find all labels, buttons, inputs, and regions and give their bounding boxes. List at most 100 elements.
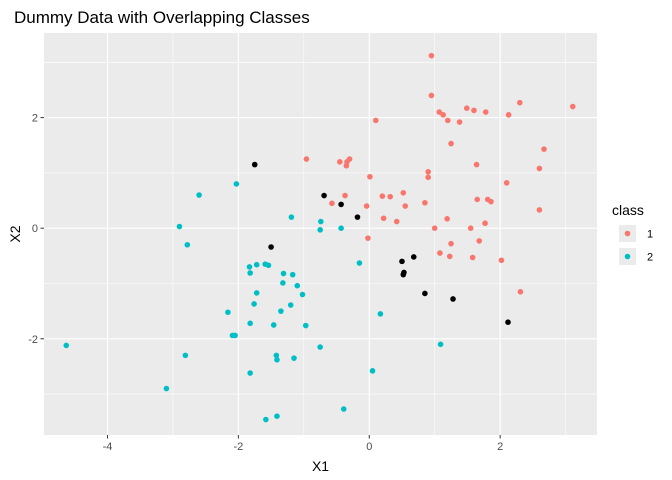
data-point-series-3 — [399, 258, 405, 265]
data-point-series-2 — [251, 301, 257, 307]
data-point-series-1 — [469, 254, 476, 261]
legend-label-2: 2 — [647, 252, 653, 264]
data-point-series-1 — [448, 240, 454, 247]
data-point-series-1 — [367, 173, 373, 180]
data-point-series-2 — [270, 322, 277, 328]
data-point-series-3 — [410, 254, 417, 260]
data-point-series-2 — [437, 341, 444, 348]
data-point-series-1 — [303, 156, 310, 162]
minor-gridlines — [44, 33, 597, 435]
data-point-series-2 — [317, 344, 323, 350]
data-point-series-1 — [431, 225, 438, 231]
data-point-series-1 — [444, 117, 451, 124]
data-point-series-2 — [317, 227, 323, 233]
data-point-series-1 — [440, 112, 447, 118]
data-point-series-3 — [422, 290, 428, 297]
data-point-series-3 — [400, 271, 407, 278]
data-point-series-2 — [299, 291, 306, 298]
data-point-series-1 — [541, 146, 547, 152]
x-tick-label: 0 — [366, 441, 372, 453]
data-point-series-2 — [176, 223, 183, 230]
data-point-series-1 — [498, 257, 505, 264]
data-point-series-1 — [337, 159, 343, 165]
data-point-series-1 — [505, 112, 512, 118]
legend-key-2 — [624, 253, 631, 260]
data-point-series-1 — [482, 220, 488, 227]
data-point-series-1 — [373, 117, 379, 124]
data-point-series-1 — [379, 193, 386, 199]
data-point-series-2 — [184, 241, 191, 248]
data-point-series-1 — [329, 200, 335, 207]
data-point-series-1 — [476, 238, 483, 244]
data-point-series-1 — [446, 253, 453, 260]
data-point-series-1 — [463, 105, 470, 112]
data-point-series-2 — [246, 264, 253, 270]
data-point-series-2 — [289, 271, 296, 278]
data-point-series-2 — [318, 218, 324, 225]
data-point-series-1 — [456, 119, 463, 125]
data-point-series-1 — [448, 140, 454, 147]
data-point-series-2 — [274, 356, 280, 363]
legend-key-1 — [624, 230, 631, 237]
data-point-series-1 — [400, 190, 407, 196]
data-point-series-1 — [436, 109, 443, 115]
data-point-series-2 — [369, 368, 376, 374]
data-point-series-1 — [425, 174, 431, 181]
data-point-series-2 — [278, 308, 284, 314]
data-point-series-1 — [516, 99, 523, 106]
data-point-series-1 — [437, 250, 443, 256]
legend-label-1: 1 — [647, 229, 653, 241]
data-point-series-2 — [340, 406, 347, 412]
data-point-series-1 — [503, 180, 510, 186]
data-point-series-1 — [422, 199, 428, 206]
x-tick-label: -4 — [103, 441, 113, 453]
data-point-series-1 — [428, 52, 435, 59]
y-tick-label: 2 — [32, 113, 38, 125]
data-point-series-2 — [273, 352, 280, 359]
data-point-series-2 — [63, 342, 70, 349]
data-point-series-2 — [291, 355, 297, 361]
data-point-series-1 — [393, 218, 400, 225]
legend: class 1 2 — [612, 202, 653, 265]
data-point-series-1 — [387, 193, 393, 200]
data-point-series-2 — [338, 225, 344, 231]
data-point-series-1 — [482, 109, 489, 115]
data-point-series-2 — [247, 320, 253, 327]
data-point-series-2 — [225, 309, 231, 316]
data-point-series-1 — [444, 215, 450, 222]
data-point-series-2 — [253, 261, 260, 268]
data-point-series-2 — [356, 260, 363, 266]
data-point-series-1 — [380, 215, 387, 222]
data-point-series-1 — [343, 162, 350, 169]
data-point-series-1 — [471, 107, 477, 114]
x-tick-label: -2 — [233, 441, 243, 453]
data-points — [63, 52, 576, 423]
data-point-series-3 — [338, 201, 344, 208]
y-tick-label: -2 — [28, 334, 38, 346]
data-point-series-2 — [233, 181, 240, 187]
data-point-series-3 — [450, 296, 456, 302]
data-point-series-1 — [425, 168, 431, 175]
data-point-series-1 — [569, 103, 576, 110]
data-point-series-2 — [229, 332, 236, 339]
data-point-series-3 — [505, 319, 511, 325]
data-point-series-1 — [536, 165, 543, 172]
data-point-series-1 — [428, 92, 435, 99]
data-point-series-3 — [251, 161, 258, 168]
data-point-series-2 — [247, 270, 253, 276]
data-point-series-1 — [342, 192, 348, 199]
data-point-series-2 — [196, 192, 202, 198]
data-point-series-1 — [474, 196, 481, 203]
data-point-series-2 — [163, 385, 170, 392]
data-point-series-1 — [488, 198, 494, 205]
data-point-series-2 — [263, 416, 269, 423]
data-point-series-1 — [365, 235, 371, 241]
plot-panel — [44, 33, 597, 435]
y-tick-label: 0 — [32, 223, 38, 235]
data-point-series-2 — [253, 290, 260, 296]
data-point-series-2 — [288, 214, 295, 220]
chart-title: Dummy Data with Overlapping Classes — [14, 8, 310, 27]
data-point-series-1 — [363, 203, 370, 209]
axis-ticks: -4 -2 0 2 -2 0 2 — [28, 113, 503, 453]
